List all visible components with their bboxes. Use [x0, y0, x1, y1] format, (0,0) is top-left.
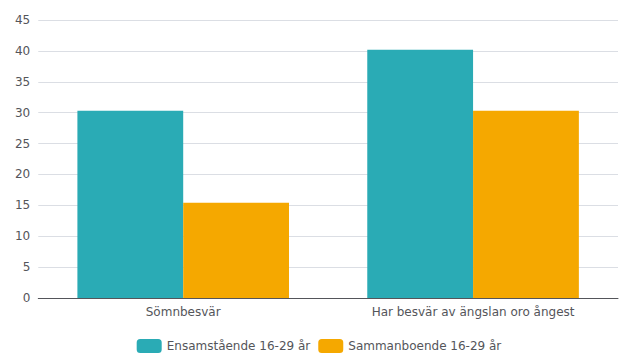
svg-text:20: 20: [15, 167, 30, 181]
svg-text:10: 10: [15, 229, 30, 243]
svg-text:5: 5: [23, 260, 31, 274]
svg-text:25: 25: [15, 137, 30, 151]
svg-text:40: 40: [15, 44, 30, 58]
svg-text:Ensamstående 16-29 år: Ensamstående 16-29 år: [167, 339, 311, 353]
svg-text:45: 45: [15, 13, 30, 27]
svg-text:0: 0: [23, 291, 31, 305]
svg-text:35: 35: [15, 75, 30, 89]
svg-text:Sömnbesvär: Sömnbesvär: [146, 305, 221, 319]
svg-text:30: 30: [15, 106, 30, 120]
svg-text:Har besvär av ängslan oro ånge: Har besvär av ängslan oro ångest: [372, 305, 575, 319]
svg-text:Sammanboende 16-29 år: Sammanboende 16-29 år: [348, 339, 501, 353]
svg-text:15: 15: [15, 198, 30, 212]
